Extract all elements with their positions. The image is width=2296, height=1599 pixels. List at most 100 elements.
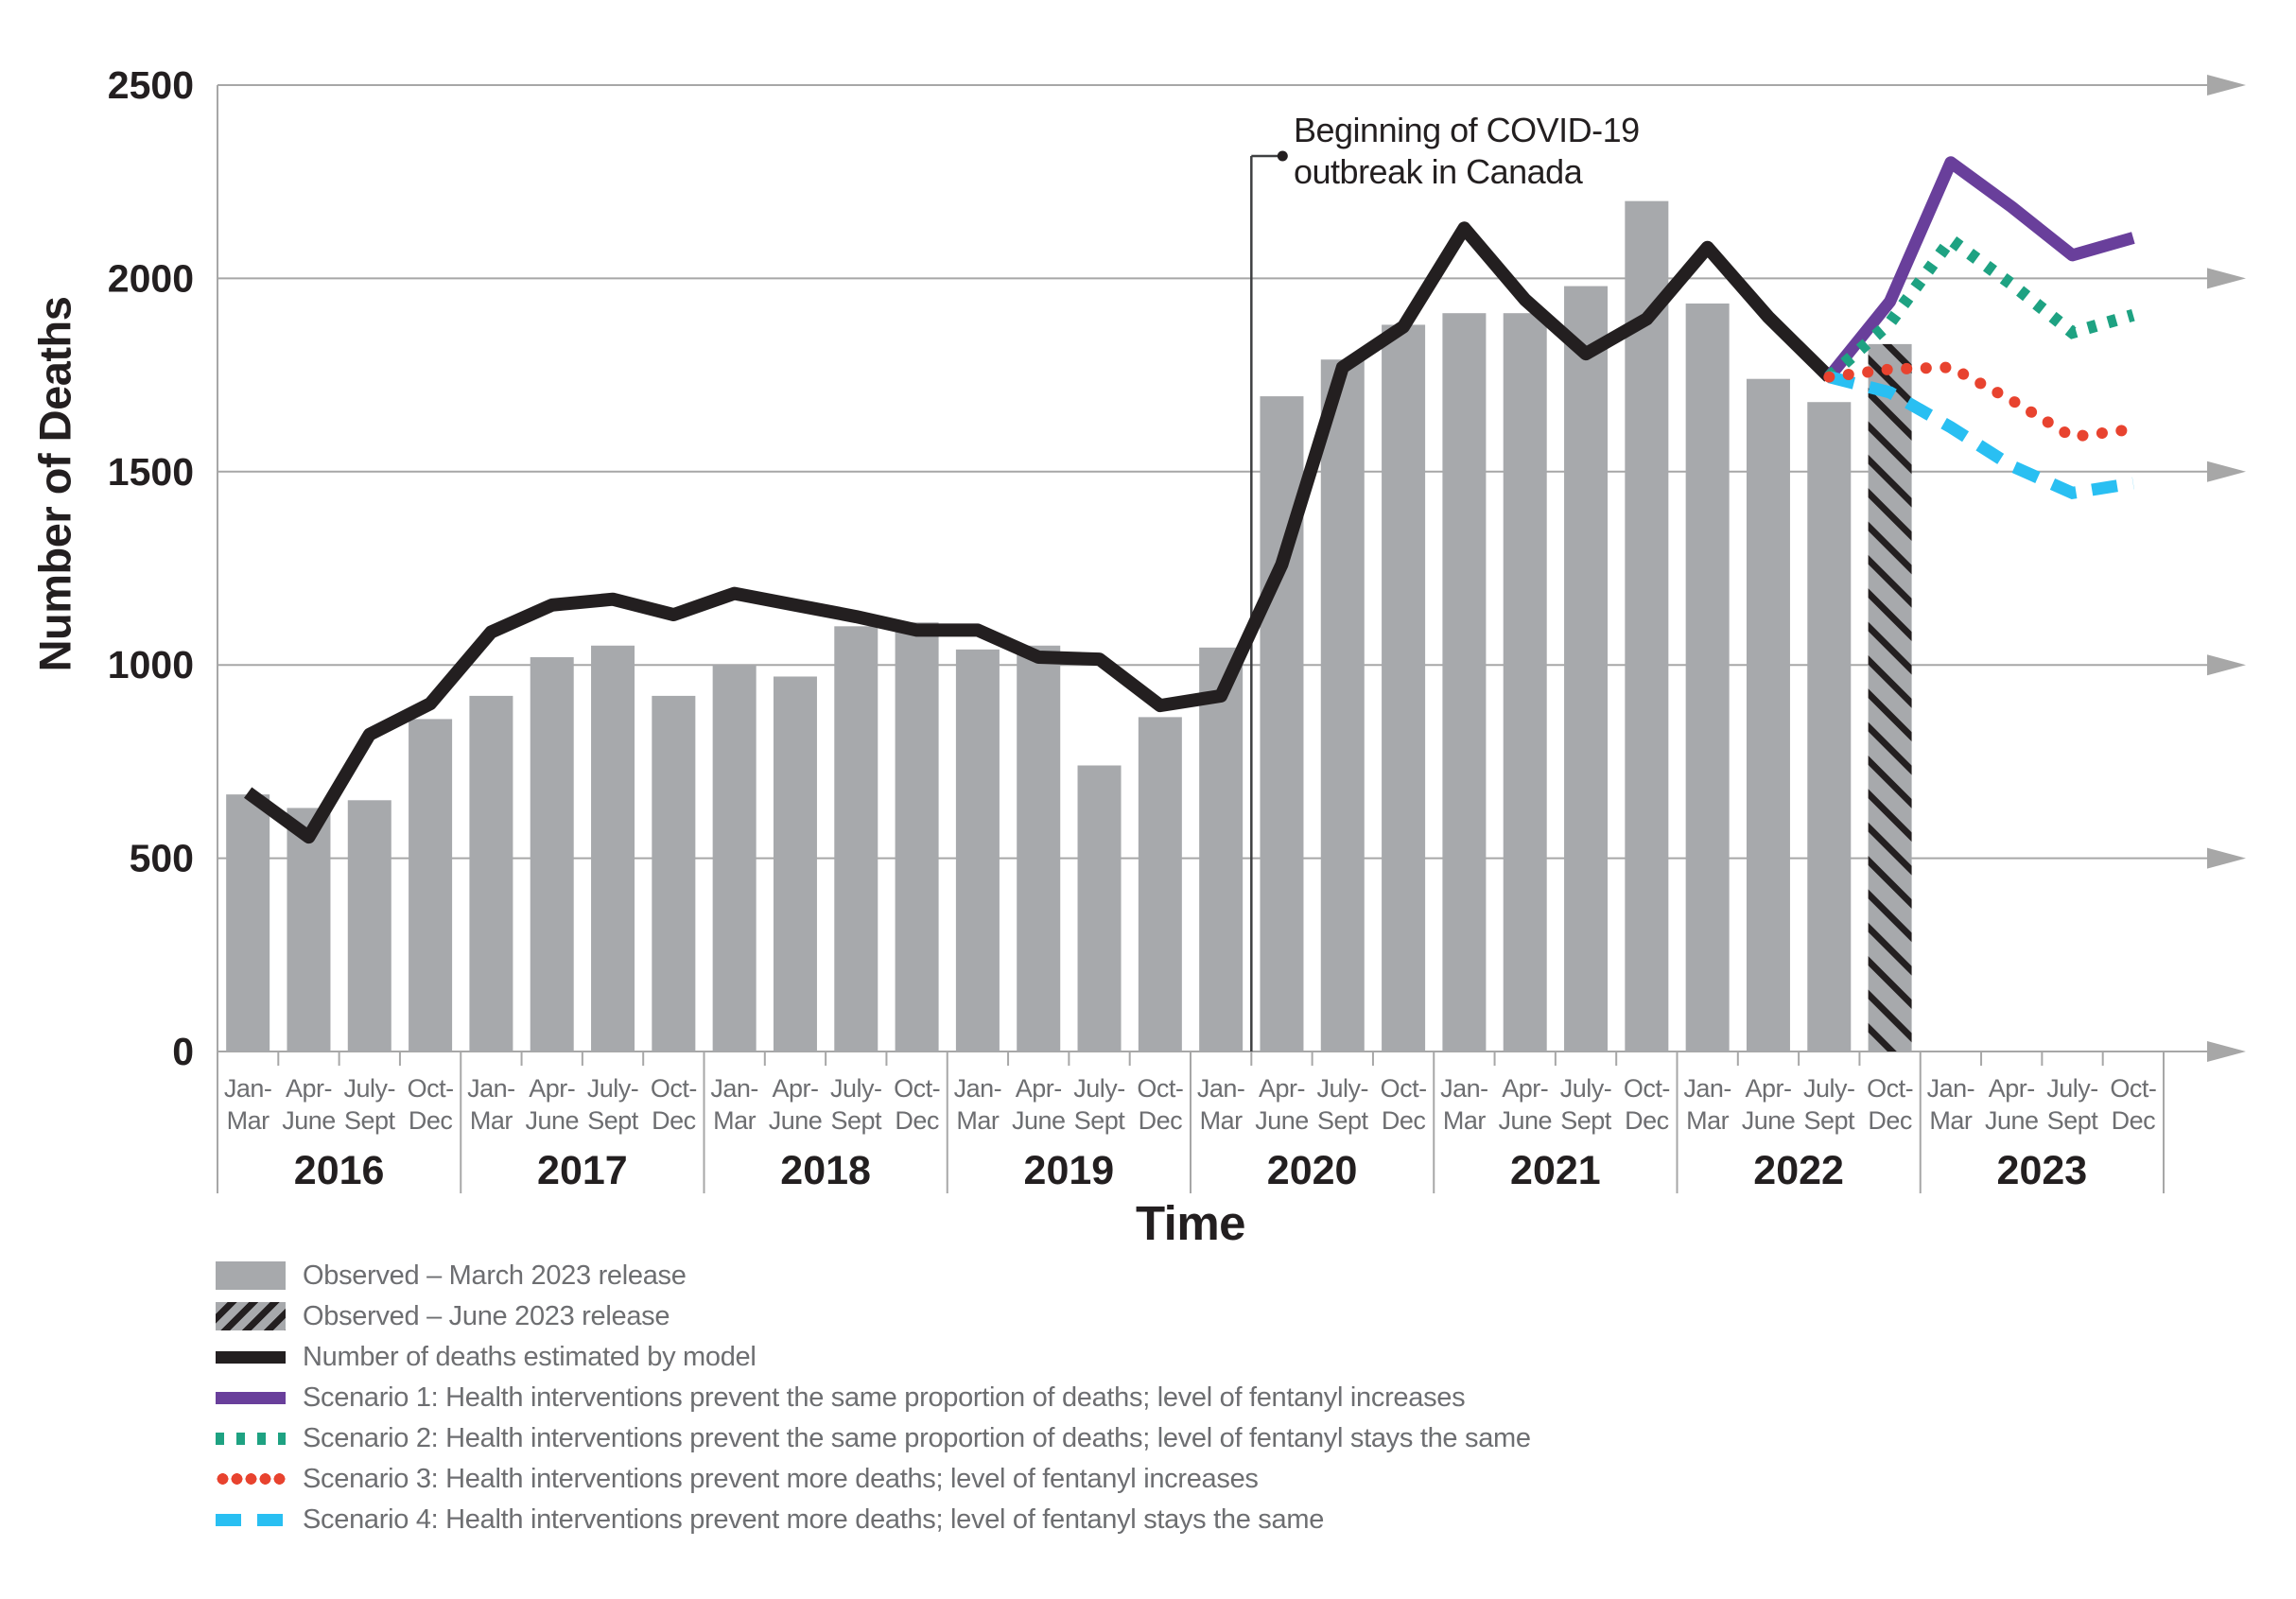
gray-box-legend-swatch-icon <box>216 1261 286 1290</box>
bar-observed-march <box>409 719 453 1052</box>
quarter-label: Jan- <box>1440 1074 1488 1103</box>
quarter-label: Mar <box>1200 1106 1244 1135</box>
bar-observed-march <box>1625 200 1669 1052</box>
year-label: 2016 <box>294 1148 385 1193</box>
quarter-label: Jan- <box>1683 1074 1731 1103</box>
quarter-label: Oct- <box>2110 1074 2156 1103</box>
gridline-arrow-icon <box>2207 847 2246 869</box>
green-dotted-legend-swatch-icon <box>216 1424 286 1452</box>
quarter-label: Dec <box>1382 1106 1426 1135</box>
quarter-label: Sept <box>1074 1106 1126 1135</box>
quarter-label: Mar <box>1686 1106 1730 1135</box>
quarter-label: Dec <box>1868 1106 1912 1135</box>
quarter-label: Apr- <box>772 1074 818 1103</box>
quarter-label: Dec <box>2112 1106 2156 1135</box>
legend: Observed – March 2023 release Observed – … <box>216 1260 1531 1535</box>
bar-observed-march <box>1138 717 1182 1052</box>
scenario3-line <box>1823 361 2139 443</box>
covid-annotation: Beginning of COVID-19 outbreak in Canada <box>1294 110 1640 193</box>
quarter-label: July- <box>344 1074 396 1103</box>
quarter-label: June <box>1985 1106 2039 1135</box>
bar-observed-march <box>469 695 513 1052</box>
quarter-label: Mar <box>1929 1106 1973 1135</box>
bar-observed-march <box>591 645 635 1052</box>
quarter-label: July- <box>587 1074 639 1103</box>
bar-observed-march <box>1442 313 1487 1052</box>
quarter-label: June <box>282 1106 336 1135</box>
quarter-label: Oct- <box>1867 1074 1913 1103</box>
legend-item: Number of deaths estimated by model <box>216 1342 1531 1372</box>
quarter-label: July- <box>1073 1074 1125 1103</box>
bar-observed-march <box>773 676 817 1052</box>
quarter-label: Dec <box>409 1106 453 1135</box>
quarter-label: Jan- <box>710 1074 758 1103</box>
bar-observed-march <box>226 794 270 1052</box>
quarter-label: Mar <box>956 1106 1000 1135</box>
bar-observed-march <box>834 626 878 1052</box>
quarter-label: Oct- <box>894 1074 940 1103</box>
bar-observed-march <box>1199 647 1244 1052</box>
quarter-label: Mar <box>470 1106 513 1135</box>
covid-annotation-line2: outbreak in Canada <box>1294 152 1583 191</box>
legend-item-label: Scenario 1: Health interventions prevent… <box>303 1382 1466 1413</box>
black-line-legend-swatch-icon <box>216 1343 286 1371</box>
deaths-over-time-chart: 05001000150020002500Jan-MarApr-JuneJuly-… <box>108 63 2246 1193</box>
y-tick-label: 0 <box>172 1030 194 1073</box>
year-label: 2018 <box>780 1148 871 1193</box>
bar-observed-march <box>530 657 574 1052</box>
bar-observed-march <box>347 800 391 1052</box>
quarter-label: June <box>769 1106 823 1135</box>
bar-observed-march <box>1503 313 1547 1052</box>
legend-item: Observed – March 2023 release <box>216 1260 1531 1291</box>
bar-observed-march <box>1564 286 1609 1052</box>
quarter-label: July- <box>2046 1074 2098 1103</box>
quarter-label: Apr- <box>286 1074 332 1103</box>
legend-item-label: Scenario 4: Health interventions prevent… <box>303 1503 1325 1535</box>
year-label: 2022 <box>1753 1148 1844 1193</box>
quarter-label: Oct- <box>1624 1074 1670 1103</box>
bar-observed-march <box>1382 324 1426 1052</box>
quarter-label: Apr- <box>1016 1074 1062 1103</box>
y-tick-label: 2500 <box>108 63 194 107</box>
model-estimate-line <box>244 221 1835 844</box>
bar-observed-march <box>955 649 1000 1052</box>
quarter-label: July- <box>1803 1074 1855 1103</box>
legend-item: Scenario 1: Health interventions prevent… <box>216 1382 1531 1413</box>
y-axis-title: Number of Deaths <box>29 296 80 672</box>
quarter-label: July- <box>830 1074 882 1103</box>
quarter-label: Sept <box>344 1106 396 1135</box>
quarter-label: Sept <box>1560 1106 1612 1135</box>
quarter-label: Mar <box>1443 1106 1487 1135</box>
x-axis-title: Time <box>1135 1196 1246 1250</box>
gridline-arrow-icon <box>2207 75 2246 96</box>
cyan-dashed-legend-swatch-icon <box>216 1505 286 1534</box>
quarter-label: Jan- <box>467 1074 515 1103</box>
gridline-arrow-icon <box>2207 268 2246 289</box>
year-label: 2023 <box>1997 1148 2088 1193</box>
quarter-label: Dec <box>1625 1106 1669 1135</box>
quarter-label: June <box>1498 1106 1552 1135</box>
quarter-label: July- <box>1560 1074 1612 1103</box>
quarter-label: Dec <box>895 1106 939 1135</box>
legend-item: Scenario 4: Health interventions prevent… <box>216 1503 1531 1535</box>
year-label: 2021 <box>1510 1148 1601 1193</box>
red-dotted-legend-swatch-icon <box>216 1465 286 1493</box>
quarter-label: Oct- <box>408 1074 454 1103</box>
bar-observed-march <box>895 622 939 1052</box>
gridline-arrow-icon <box>2207 461 2246 482</box>
quarter-label: Sept <box>1804 1106 1856 1135</box>
year-label: 2019 <box>1024 1148 1115 1193</box>
quarter-label: Jan- <box>954 1074 1002 1103</box>
quarter-label: Apr- <box>1502 1074 1548 1103</box>
annotation-pointer-dot-icon <box>1277 150 1288 162</box>
quarter-label: Oct- <box>1381 1074 1427 1103</box>
quarter-label: July- <box>1317 1074 1369 1103</box>
bar-observed-march <box>712 665 757 1052</box>
bar-observed-march <box>287 808 331 1052</box>
quarter-label: Oct- <box>1137 1074 1183 1103</box>
year-label: 2017 <box>537 1148 628 1193</box>
quarter-label: Apr- <box>1989 1074 2035 1103</box>
quarter-label: Sept <box>587 1106 639 1135</box>
y-tick-label: 1000 <box>108 643 194 687</box>
quarter-label: Sept <box>831 1106 883 1135</box>
